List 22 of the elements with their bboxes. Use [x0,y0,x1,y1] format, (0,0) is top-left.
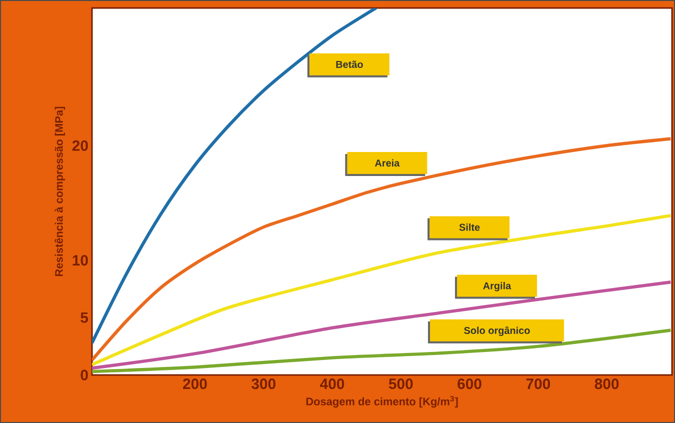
y-tick-label: 0 [80,370,88,380]
y-tick-label: 5 [80,312,88,323]
line-series [92,280,672,370]
x-tick-label: 800 [594,378,619,390]
x-tick-label: 300 [251,378,276,390]
x-axis-title: Dosagem de cimento [Kg/m$^{3}$] [306,396,458,408]
line-series [92,137,672,362]
series-label: Solo orgânico [464,326,530,336]
series-label: Argila [483,282,512,292]
y-tick-label: 10 [72,255,88,266]
y-tick-label: 20 [72,140,88,151]
series-label: Silte [459,223,480,231]
x-tick-label: 600 [458,378,482,390]
series-label: Areia [374,159,400,167]
text: Betão [336,60,363,68]
x-tick-label: 200 [183,378,207,390]
x-tick-label: 700 [526,378,550,390]
line-series [92,214,672,366]
y-axis-title: Resistência à compressão [MPa] [54,106,66,276]
x-tick-label: 400 [320,378,344,390]
line-series [92,328,672,374]
x-tick-label: 500 [388,378,413,390]
